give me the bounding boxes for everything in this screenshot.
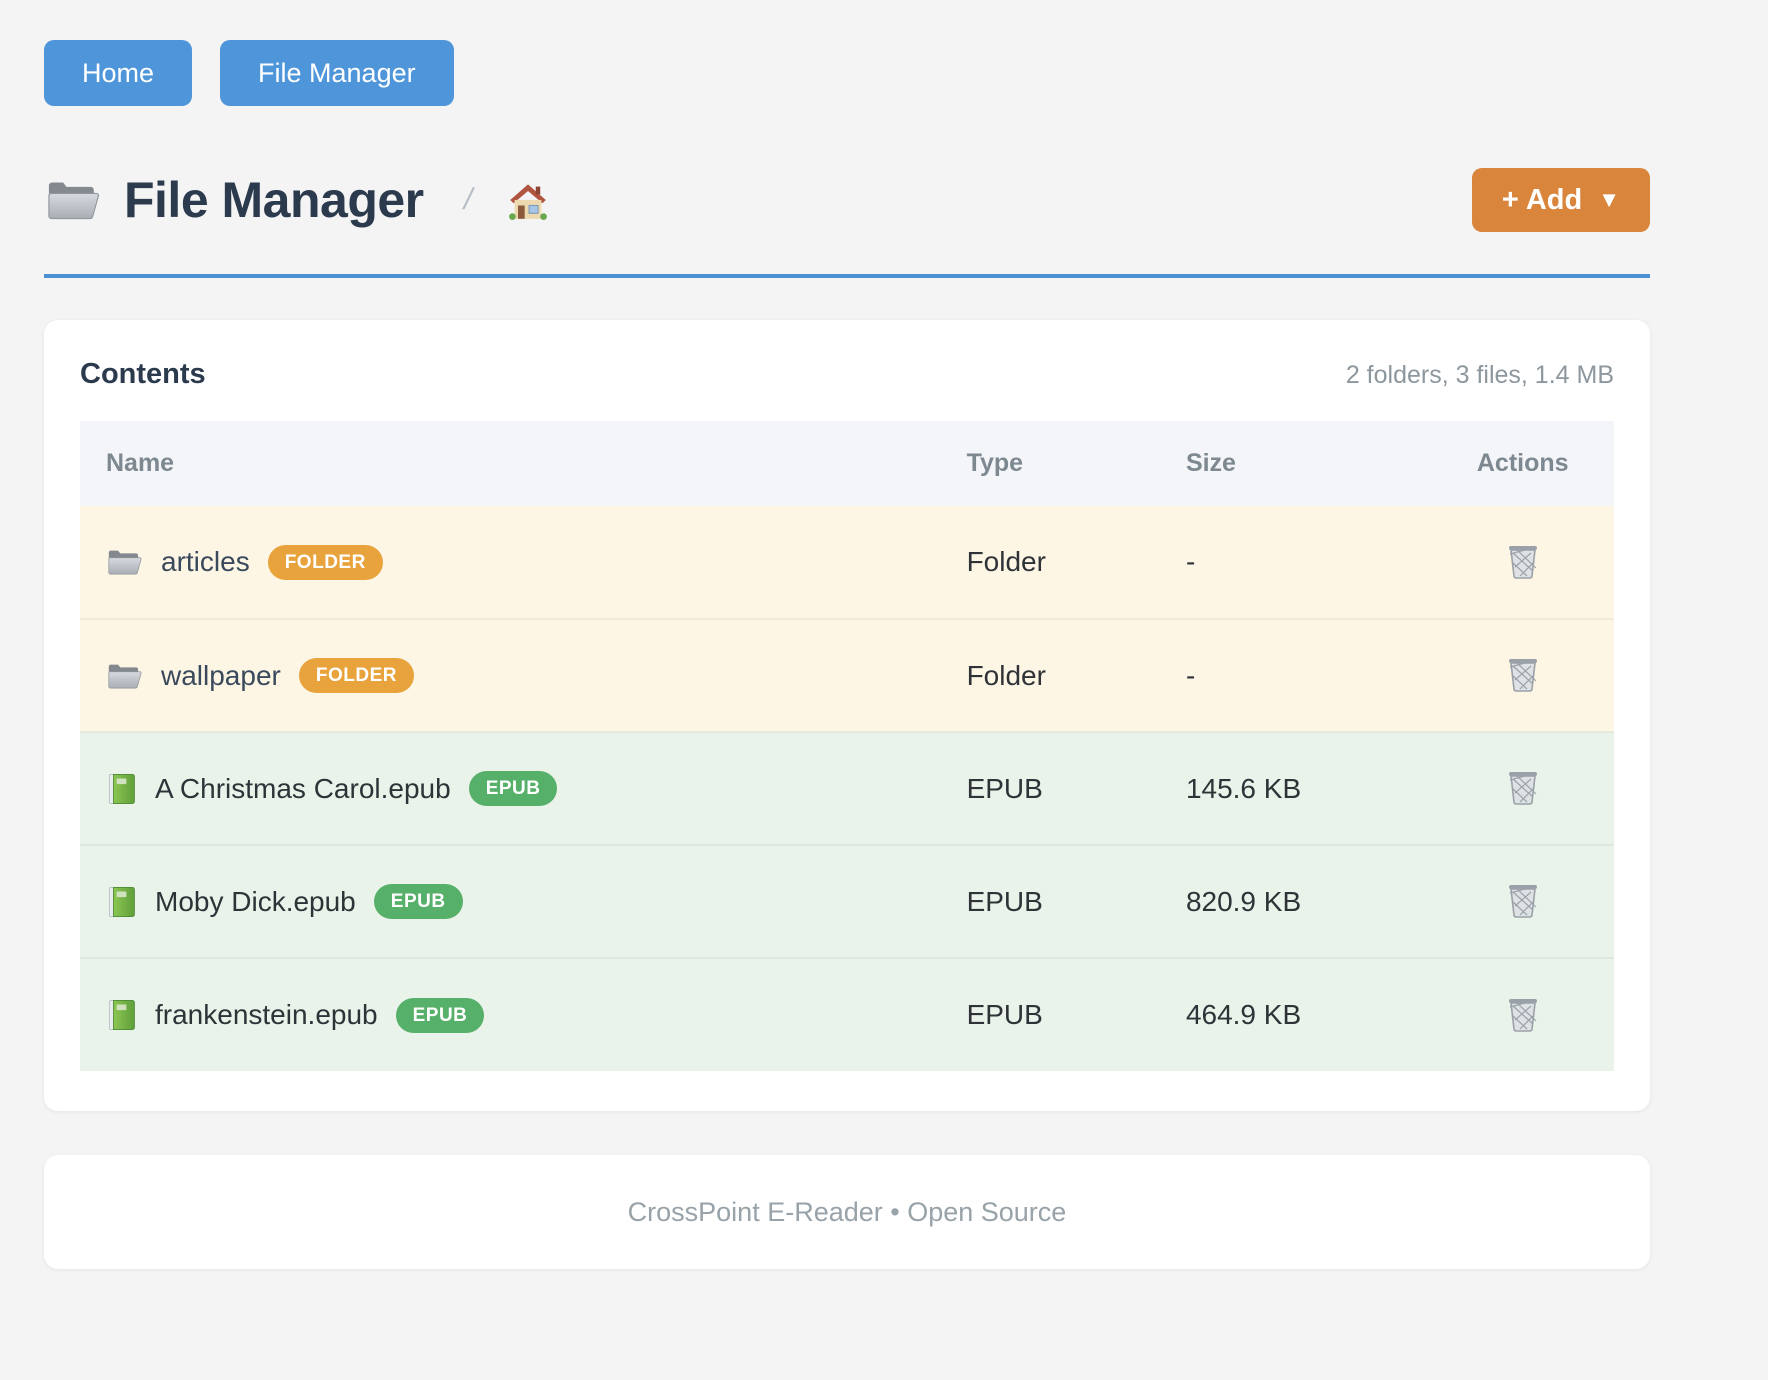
size-cell: - (1159, 618, 1432, 732)
file-name-link[interactable]: wallpaper (161, 659, 281, 691)
breadcrumb-separator: / (460, 183, 476, 216)
file-name-link[interactable]: frankenstein.epub (155, 999, 378, 1030)
title-group: File Manager / (44, 171, 548, 229)
home-house-icon[interactable] (508, 181, 548, 220)
chevron-down-icon: ▼ (1598, 187, 1620, 212)
folder-badge: FOLDER (298, 658, 414, 693)
column-header-size: Size (1159, 421, 1432, 506)
home-nav-button[interactable]: Home (44, 40, 193, 106)
table-row: articles FOLDER Folder - (80, 506, 1614, 619)
top-nav: Home File Manager (44, 40, 1650, 106)
delete-button[interactable] (1501, 538, 1545, 587)
table-row: Moby Dick.epub EPUB EPUB 820.9 KB (80, 844, 1614, 958)
page-title: File Manager (124, 172, 424, 228)
page-header: File Manager / + Add ▼ (44, 168, 1650, 232)
epub-badge: EPUB (395, 997, 485, 1033)
type-cell: EPUB (940, 957, 1160, 1071)
trash-icon (1505, 995, 1541, 1033)
epub-badge: EPUB (373, 884, 463, 919)
file-name-link[interactable]: articles (161, 546, 250, 577)
table-row: frankenstein.epub EPUB EPUB 464.9 KB (80, 957, 1614, 1071)
column-header-name: Name (80, 421, 941, 506)
table-row: A Christmas Carol.epub EPUB EPUB 145.6 K… (80, 731, 1614, 845)
file-manager-nav-button[interactable]: File Manager (220, 40, 454, 106)
add-button[interactable]: + Add ▼ (1471, 168, 1650, 232)
column-header-actions: Actions (1431, 421, 1614, 506)
delete-button[interactable] (1501, 651, 1545, 700)
trash-icon (1505, 655, 1541, 693)
green-book-icon (106, 772, 137, 806)
file-name-link[interactable]: A Christmas Carol.epub (155, 772, 451, 804)
delete-button[interactable] (1501, 991, 1545, 1040)
table-row: wallpaper FOLDER Folder - (80, 618, 1614, 732)
add-button-label: + Add (1501, 183, 1583, 216)
size-cell: - (1185, 546, 1196, 577)
size-cell: 464.9 KB (1159, 957, 1432, 1071)
type-cell: Folder (966, 546, 1046, 577)
green-book-icon (106, 998, 137, 1032)
contents-heading: Contents (80, 358, 206, 390)
green-book-icon (106, 885, 137, 919)
folder-badge: FOLDER (267, 544, 383, 580)
file-table: Name Type Size Actions articles FOLDER F… (80, 421, 1614, 1071)
delete-button[interactable] (1501, 877, 1545, 926)
contents-card: Contents 2 folders, 3 files, 1.4 MB Name… (44, 320, 1650, 1111)
trash-icon (1505, 542, 1541, 580)
type-cell: Folder (940, 618, 1160, 732)
footer-text: CrossPoint E-Reader • Open Source (627, 1196, 1067, 1227)
folder-icon (106, 661, 143, 691)
file-name-link[interactable]: Moby Dick.epub (155, 885, 356, 917)
type-cell: EPUB (940, 731, 1160, 845)
file-manager-page: Home File Manager File Manager / + Add ▼… (44, 40, 1650, 1269)
delete-button[interactable] (1501, 764, 1545, 813)
size-cell: 145.6 KB (1159, 731, 1432, 845)
type-cell: EPUB (940, 844, 1160, 958)
trash-icon (1505, 881, 1541, 919)
footer: CrossPoint E-Reader • Open Source (44, 1155, 1650, 1269)
size-cell: 820.9 KB (1159, 844, 1432, 958)
column-header-type: Type (940, 421, 1160, 506)
trash-icon (1505, 768, 1541, 806)
title-underline (44, 274, 1650, 278)
open-folder-icon (44, 177, 102, 223)
folder-icon (106, 547, 143, 577)
contents-summary: 2 folders, 3 files, 1.4 MB (1345, 361, 1614, 389)
table-header-row: Name Type Size Actions (80, 421, 1614, 506)
epub-badge: EPUB (468, 771, 558, 806)
